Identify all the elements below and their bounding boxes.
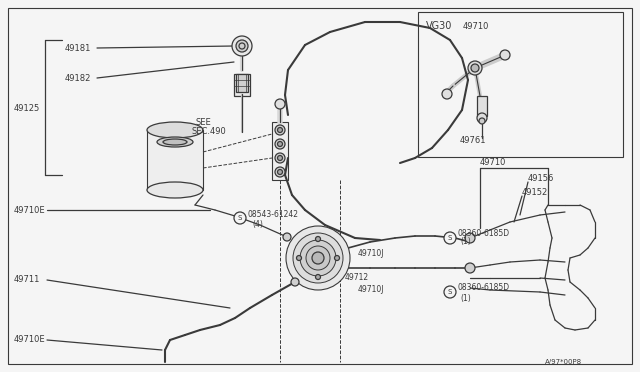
Bar (418, 12, 623, 157)
Text: 49152: 49152 (522, 187, 548, 196)
Text: 49710J: 49710J (358, 285, 385, 295)
Circle shape (479, 118, 485, 124)
Text: 49182: 49182 (65, 74, 92, 83)
Text: 08360-6185D: 08360-6185D (458, 228, 510, 237)
Text: A/97*00P8: A/97*00P8 (545, 359, 582, 365)
Text: 08543-61242: 08543-61242 (248, 209, 299, 218)
Circle shape (275, 153, 285, 163)
Circle shape (275, 167, 285, 177)
Circle shape (278, 141, 282, 147)
Text: 49125: 49125 (14, 103, 40, 112)
Circle shape (444, 232, 456, 244)
Bar (147, 130, 203, 190)
Circle shape (283, 233, 291, 241)
Circle shape (465, 233, 475, 243)
Circle shape (232, 36, 252, 56)
Circle shape (471, 64, 479, 72)
Ellipse shape (147, 122, 203, 138)
Bar (477, 96, 487, 116)
Ellipse shape (163, 139, 187, 145)
Circle shape (275, 139, 285, 149)
Circle shape (300, 240, 336, 276)
Text: 49710: 49710 (463, 22, 490, 31)
Circle shape (293, 233, 343, 283)
Circle shape (286, 226, 350, 290)
Ellipse shape (147, 182, 203, 198)
Text: 49710E: 49710E (14, 336, 45, 344)
Text: 49710E: 49710E (14, 205, 45, 215)
Circle shape (278, 170, 282, 174)
Circle shape (296, 256, 301, 260)
Text: 49156: 49156 (528, 173, 554, 183)
Bar (236, 74, 248, 92)
Circle shape (465, 263, 475, 273)
Circle shape (275, 125, 285, 135)
Circle shape (477, 113, 487, 123)
Text: 49710: 49710 (480, 157, 506, 167)
Circle shape (316, 275, 321, 279)
Circle shape (275, 99, 285, 109)
Text: 49711: 49711 (14, 276, 40, 285)
Circle shape (291, 278, 299, 286)
Circle shape (444, 286, 456, 298)
Circle shape (500, 50, 510, 60)
Circle shape (335, 256, 339, 260)
Circle shape (312, 252, 324, 264)
Circle shape (316, 237, 321, 241)
Text: 49761: 49761 (460, 135, 486, 144)
Circle shape (236, 40, 248, 52)
Text: S: S (448, 235, 452, 241)
Ellipse shape (157, 137, 193, 147)
Text: S: S (238, 215, 242, 221)
Text: SEC.490: SEC.490 (192, 126, 227, 135)
Circle shape (278, 155, 282, 160)
Text: 49710J: 49710J (358, 248, 385, 257)
Circle shape (306, 246, 330, 270)
Circle shape (234, 212, 246, 224)
Circle shape (442, 89, 452, 99)
Text: S: S (448, 289, 452, 295)
Text: (1): (1) (460, 237, 471, 246)
Circle shape (278, 128, 282, 132)
Text: 49712: 49712 (345, 273, 369, 282)
Circle shape (468, 61, 482, 75)
Bar (272, 122, 288, 180)
Text: VG30: VG30 (426, 21, 452, 31)
Text: SEE: SEE (196, 118, 212, 126)
Text: (4): (4) (252, 219, 263, 228)
Bar (234, 74, 250, 96)
Text: 49181: 49181 (65, 44, 92, 52)
Text: 08360-6185D: 08360-6185D (458, 283, 510, 292)
Text: (1): (1) (460, 294, 471, 302)
